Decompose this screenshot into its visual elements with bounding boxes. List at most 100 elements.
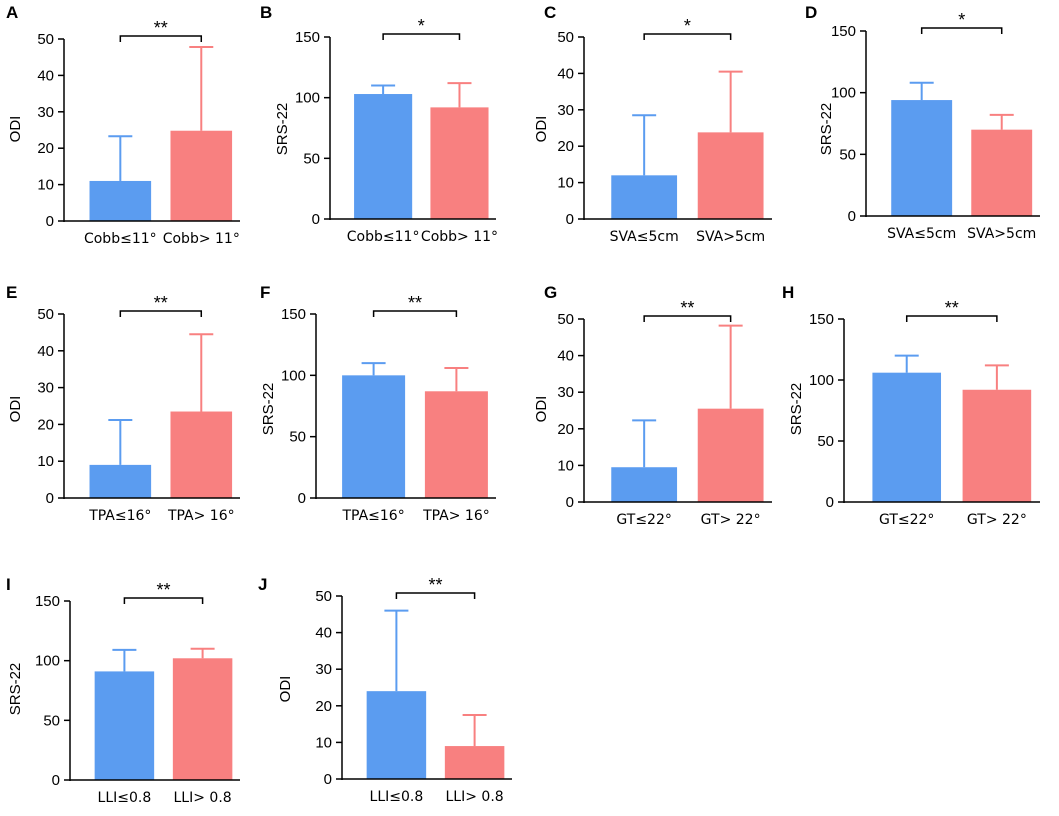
- chart-g-y-tick-label-4: 40: [557, 348, 574, 365]
- chart-a-y-tick-label-5: 50: [37, 31, 54, 48]
- chart-e-category-label-2: TPA> 16°: [167, 508, 235, 524]
- chart-a-y-axis-label: ODI: [7, 116, 24, 143]
- chart-j-bar-1: [366, 691, 427, 779]
- chart-f-significance-bracket: [372, 310, 458, 317]
- chart-e-bar-1: [89, 464, 152, 498]
- chart-c-panel-letter: C: [544, 3, 556, 22]
- chart-h-panel-letter: H: [782, 283, 794, 302]
- chart-a-y-tick-label-0: 0: [46, 213, 54, 230]
- chart-h-bar-1: [872, 372, 942, 502]
- chart-a-category-label-1: Cobb≤11°: [84, 231, 157, 247]
- chart-b-y-axis-label: SRS-22: [274, 103, 291, 156]
- chart-a-bar-1: [89, 180, 152, 221]
- chart-h-y-axis-label: SRS-22: [788, 383, 805, 436]
- chart-d-y-axis-label: SRS-22: [818, 103, 835, 156]
- chart-d-bar-1: [891, 100, 953, 216]
- chart-f-y-tick-label-3: 150: [281, 306, 306, 323]
- chart-h-y-tick-label-1: 50: [817, 433, 834, 450]
- chart-f-y-axis-label: SRS-22: [260, 383, 277, 436]
- chart-j-y-tick-label-5: 50: [315, 588, 332, 605]
- chart-g-significance-label: **: [680, 298, 694, 318]
- chart-d-y-tick-label-0: 0: [848, 208, 856, 225]
- chart-b-bar-2: [430, 107, 489, 219]
- chart-h-significance-label: **: [945, 298, 959, 318]
- chart-h-y-tick-label-3: 150: [809, 311, 834, 328]
- chart-h-category-label-1: GT≤22°: [879, 512, 934, 528]
- chart-f-category-label-1: TPA≤16°: [341, 508, 404, 524]
- chart-b-category-label-1: Cobb≤11°: [347, 229, 420, 245]
- chart-a-category-label-2: Cobb> 11°: [163, 231, 240, 247]
- chart-i-bar-1: [94, 671, 155, 780]
- chart-c-significance-label: *: [684, 16, 691, 36]
- chart-j-y-tick-label-3: 30: [315, 661, 332, 678]
- chart-i-y-tick-label-2: 100: [35, 653, 60, 670]
- chart-g-panel-letter: G: [544, 283, 557, 302]
- chart-b-significance-bracket: [382, 33, 461, 40]
- chart-g-y-axis-label: ODI: [533, 396, 550, 423]
- chart-e-y-tick-label-4: 40: [37, 343, 54, 360]
- chart-e-y-axis-label: ODI: [7, 396, 24, 423]
- chart-i-bar-2: [172, 658, 233, 780]
- chart-j-significance-bracket: [395, 592, 476, 599]
- chart-b-category-label-2: Cobb> 11°: [421, 229, 498, 245]
- chart-i-y-axis-label: SRS-22: [7, 663, 24, 716]
- chart-i-panel-letter: I: [6, 575, 11, 594]
- chart-b-bar-1: [354, 94, 413, 219]
- chart-h-significance-bracket: [905, 315, 998, 322]
- chart-e-bar-2: [170, 411, 233, 498]
- chart-b-panel-letter: B: [260, 3, 272, 22]
- chart-j-y-tick-label-4: 40: [315, 625, 332, 642]
- chart-i-category-label-1: LLI≤0.8: [98, 790, 152, 806]
- chart-a-y-tick-label-2: 20: [37, 140, 54, 157]
- chart-i-y-tick-label-0: 0: [52, 772, 60, 789]
- chart-j-y-tick-label-2: 20: [315, 698, 332, 715]
- chart-c-y-tick-label-1: 10: [557, 175, 574, 192]
- chart-c-y-tick-label-2: 20: [557, 138, 574, 155]
- chart-a-y-tick-label-1: 10: [37, 177, 54, 194]
- chart-g-bar-1: [611, 467, 678, 502]
- chart-g-y-tick-label-3: 30: [557, 384, 574, 401]
- chart-f-significance-label: **: [408, 293, 422, 313]
- chart-e-y-tick-label-3: 30: [37, 380, 54, 397]
- chart-d-significance-label: *: [958, 10, 965, 30]
- chart-g-y-tick-label-5: 50: [557, 311, 574, 328]
- chart-c-y-tick-label-5: 50: [557, 29, 574, 46]
- chart-g-bar-2: [697, 408, 764, 502]
- chart-f-bar-1: [342, 375, 406, 498]
- chart-h-y-tick-label-2: 100: [809, 372, 834, 389]
- chart-b-y-tick-label-1: 50: [303, 150, 320, 167]
- chart-e-panel-letter: E: [6, 283, 17, 302]
- chart-i-y-tick-label-1: 50: [43, 712, 60, 729]
- chart-c-category-label-2: SVA>5cm: [696, 229, 765, 245]
- chart-h-y-tick-label-0: 0: [826, 494, 834, 511]
- chart-j-y-tick-label-0: 0: [324, 771, 332, 788]
- chart-b-y-tick-label-3: 150: [295, 29, 320, 46]
- chart-c-category-label-1: SVA≤5cm: [610, 229, 679, 245]
- chart-i-significance-bracket: [123, 597, 204, 604]
- chart-d-panel-letter: D: [805, 3, 817, 22]
- chart-d-category-label-1: SVA≤5cm: [887, 226, 956, 242]
- chart-a-bar-2: [170, 130, 233, 221]
- chart-e-y-tick-label-2: 20: [37, 416, 54, 433]
- chart-h-bar-2: [962, 389, 1032, 502]
- chart-h-category-label-2: GT> 22°: [967, 512, 1027, 528]
- chart-b-y-tick-label-2: 100: [295, 90, 320, 107]
- chart-c-y-tick-label-3: 30: [557, 102, 574, 119]
- chart-g-y-tick-label-2: 20: [557, 421, 574, 438]
- chart-e-significance-label: **: [154, 293, 168, 313]
- chart-g-category-label-1: GT≤22°: [616, 512, 671, 528]
- chart-c-y-tick-label-0: 0: [566, 211, 574, 228]
- chart-e-y-tick-label-5: 50: [37, 306, 54, 323]
- chart-c-significance-bracket: [643, 33, 732, 40]
- chart-i-category-label-2: LLI> 0.8: [174, 790, 232, 806]
- chart-a-y-tick-label-3: 30: [37, 104, 54, 121]
- chart-j-bar-2: [444, 746, 505, 779]
- chart-e-category-label-1: TPA≤16°: [88, 508, 151, 524]
- chart-f-y-tick-label-1: 50: [289, 429, 306, 446]
- chart-f-y-tick-label-0: 0: [298, 490, 306, 507]
- chart-i-significance-label: **: [156, 580, 170, 600]
- chart-e-significance-bracket: [119, 310, 203, 317]
- chart-c-y-axis-label: ODI: [533, 116, 550, 143]
- chart-c-bar-1: [611, 175, 678, 219]
